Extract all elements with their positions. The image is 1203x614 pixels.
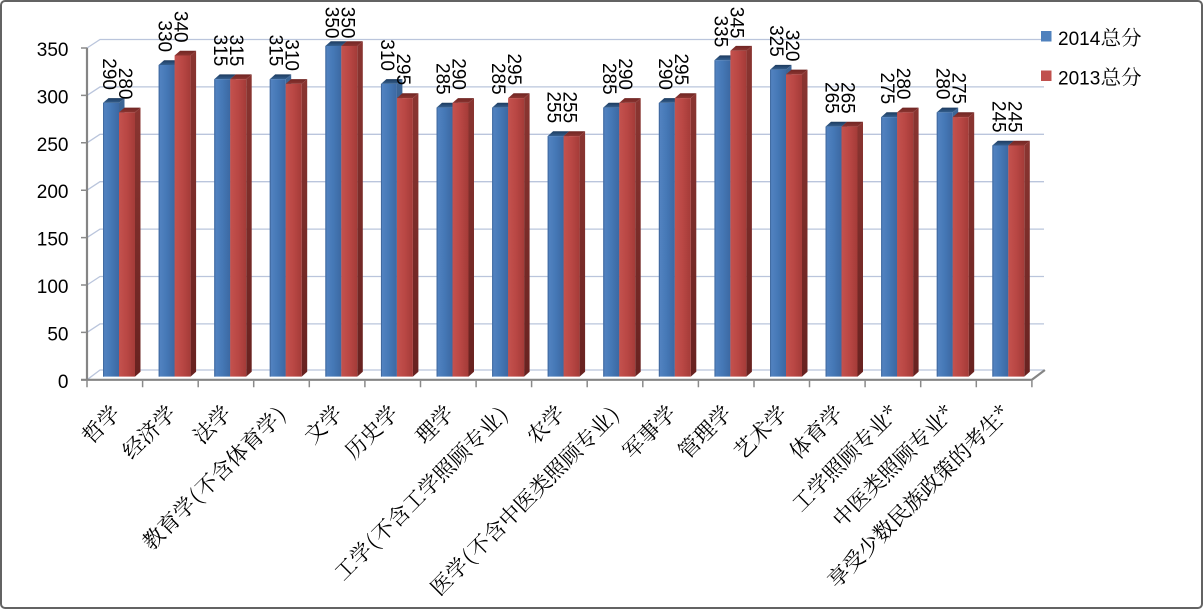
svg-text:245: 245	[987, 101, 1008, 133]
svg-text:315: 315	[265, 35, 286, 67]
svg-text:290: 290	[654, 58, 675, 90]
svg-text:275: 275	[876, 72, 897, 104]
svg-text:265: 265	[837, 82, 858, 114]
svg-text:350: 350	[336, 7, 357, 39]
svg-text:320: 320	[781, 30, 802, 62]
svg-text:325: 325	[765, 25, 786, 57]
svg-text:255: 255	[543, 91, 564, 123]
svg-text:350: 350	[320, 7, 341, 39]
svg-text:2013: 2013	[1058, 69, 1100, 90]
svg-text:285: 285	[432, 63, 453, 95]
svg-text:315: 315	[209, 35, 230, 67]
svg-text:345: 345	[725, 7, 746, 39]
svg-text:100: 100	[37, 277, 69, 298]
svg-text:250: 250	[37, 135, 69, 156]
svg-text:290: 290	[614, 58, 635, 90]
svg-text:50: 50	[47, 324, 68, 345]
svg-text:335: 335	[709, 16, 730, 48]
svg-text:290: 290	[448, 58, 469, 90]
svg-text:2014: 2014	[1058, 29, 1101, 50]
svg-text:295: 295	[392, 53, 413, 85]
svg-text:290: 290	[98, 58, 119, 90]
svg-text:275: 275	[948, 72, 969, 104]
svg-text:280: 280	[114, 68, 135, 100]
svg-text:350: 350	[37, 40, 69, 61]
svg-text:280: 280	[932, 68, 953, 100]
svg-text:340: 340	[170, 11, 191, 43]
svg-text:330: 330	[154, 20, 175, 52]
svg-text:300: 300	[37, 87, 69, 108]
svg-text:285: 285	[487, 63, 508, 95]
svg-text:245: 245	[1003, 101, 1024, 133]
svg-text:255: 255	[559, 91, 580, 123]
svg-text:265: 265	[821, 82, 842, 114]
svg-text:295: 295	[670, 53, 691, 85]
svg-text:150: 150	[37, 230, 69, 251]
svg-text:200: 200	[37, 182, 69, 203]
svg-text:315: 315	[225, 35, 246, 67]
svg-text:280: 280	[892, 68, 913, 100]
svg-text:310: 310	[281, 39, 302, 71]
svg-text:310: 310	[376, 39, 397, 71]
svg-text:295: 295	[503, 53, 524, 85]
svg-text:0: 0	[58, 372, 69, 393]
svg-text:285: 285	[598, 63, 619, 95]
